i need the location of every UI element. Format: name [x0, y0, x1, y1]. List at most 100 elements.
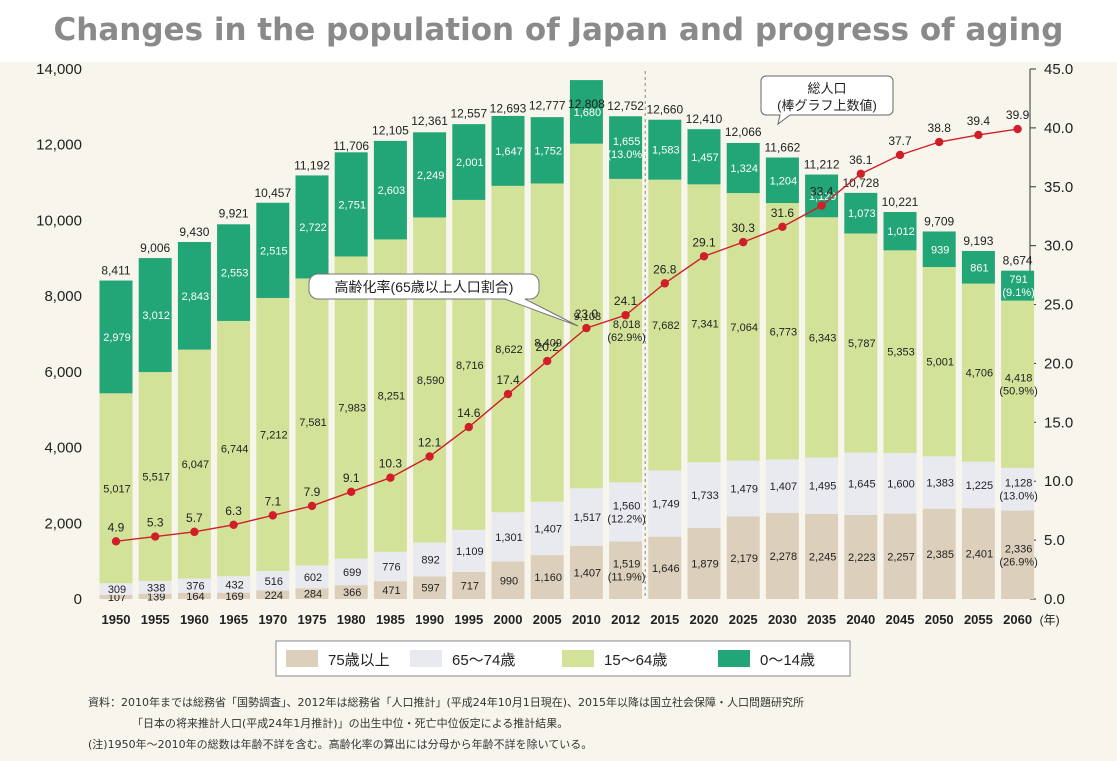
chart-title: Changes in the population of Japan and p… [53, 12, 1064, 48]
aging-rate-label: 5.3 [147, 516, 164, 530]
aging-rate-label: 31.6 [771, 206, 795, 220]
bar-segment [805, 457, 839, 515]
bar-segment-label: 516 [265, 576, 283, 588]
bar-segment [413, 576, 447, 599]
bar-segment-label: 2,278 [770, 551, 798, 563]
bar-total-label: 12,557 [450, 107, 487, 121]
bar-segment-label: 1,560 (12.2%) [607, 500, 646, 525]
bar-segment-label: 164 [186, 591, 204, 603]
total-callout-line1: 総人口 [807, 81, 846, 96]
bar-segment [609, 482, 643, 542]
bar-segment-label: 2,249 [417, 170, 445, 182]
bar-segment-label: 6,343 [809, 332, 837, 344]
bar-segment [138, 258, 172, 373]
x-tick-label: 1950 [102, 612, 131, 627]
x-tick-label: 2035 [807, 612, 836, 627]
bar-total-label: 12,660 [646, 103, 683, 117]
bar-total-label: 11,212 [804, 158, 840, 172]
legend-swatch [562, 650, 594, 667]
bar-segment [569, 545, 603, 599]
bar-segment [452, 529, 486, 572]
bar-segment-label: 1,517 [574, 512, 602, 524]
bar-segment-label: 1,160 [534, 572, 562, 584]
y-right-tick-label: 0.0 [1044, 591, 1065, 608]
bar-segment [726, 460, 760, 517]
bar-segment [805, 514, 839, 599]
bar-segment-label: 7,983 [338, 403, 366, 415]
aging-rate-label: 17.4 [496, 373, 520, 387]
x-tick-label: 1985 [376, 612, 405, 627]
bar-total-label: 10,221 [882, 195, 919, 209]
aging-rate-point [190, 527, 199, 537]
bar-segment [334, 152, 368, 257]
bar-segment [295, 588, 329, 599]
bar-segment-label: 7,212 [260, 429, 288, 441]
bar-segment-label: 1,752 [534, 145, 562, 157]
aging-rate-point [307, 501, 317, 511]
bar-segment-label: 1,225 [966, 480, 994, 492]
x-tick-label: 2055 [964, 612, 993, 627]
bar-segment [413, 217, 447, 543]
bar-segment-label: 2,336 (26.9%) [999, 543, 1038, 568]
aging-rate-point [699, 252, 709, 261]
y-right-tick-label: 45.0 [1044, 61, 1073, 78]
bar-segment [648, 119, 682, 180]
x-tick-label: 2040 [846, 612, 875, 627]
aging-rate-point [543, 356, 552, 366]
bar-segment [883, 250, 917, 453]
bar-total-label: 12,752 [607, 99, 644, 113]
bar-segment [177, 349, 211, 579]
aging-rate-point [817, 201, 826, 210]
note-line-2: 「日本の将来推計人口(平成24年1月推計)」の出生中位・死亡中位仮定による推計結… [132, 717, 569, 730]
bar-segment-label: 791 (9.1%) [1002, 274, 1034, 299]
bar-segment-label: 2,245 [809, 552, 837, 564]
bar-total-label: 11,706 [333, 139, 369, 153]
aging-rate-label: 23.0 [575, 307, 599, 321]
bar-segment [922, 456, 956, 509]
bar-segment-label: 1,680 [574, 107, 602, 119]
bar-segment-label: 597 [421, 583, 439, 595]
bar-segment-label: 717 [461, 580, 479, 592]
bar-segment [1001, 510, 1035, 599]
bar-segment-label: 5,001 [926, 357, 954, 369]
bar-segment [648, 536, 682, 599]
x-tick-label: 2050 [925, 612, 954, 627]
x-tick-label: 2010 [572, 612, 601, 627]
bar-segment-label: 8,716 [456, 360, 484, 372]
bar-segment-label: 6,047 [182, 459, 210, 471]
legend-swatch [286, 650, 318, 667]
total-callout-line2: (棒グラフ上数値) [777, 98, 877, 113]
aging-callout-box [308, 273, 579, 327]
bar-segment-label: 2,179 [730, 553, 758, 565]
aging-rate-point [778, 222, 787, 232]
bar-total-label: 12,410 [686, 112, 723, 126]
aging-rate-label: 10.3 [379, 457, 403, 471]
bar-segment [922, 231, 956, 268]
aging-rate-label: 24.1 [614, 294, 638, 308]
bar-segment-label: 1,109 [456, 546, 484, 558]
bar-segment-label: 1,383 [926, 478, 954, 490]
aging-callout-text: 高齢化率(65歳以上人口割合) [335, 279, 514, 295]
bar-segment [138, 593, 172, 599]
bar-segment-label: 1,879 [691, 558, 719, 570]
aging-rate-point [935, 137, 944, 147]
bar-segment-label: 376 [186, 581, 204, 593]
y-right-tick-label: 10.0 [1044, 473, 1073, 490]
bar-segment-label: 1,583 [652, 145, 680, 157]
bar-segment [373, 581, 407, 599]
bar-total-label: 9,006 [140, 241, 170, 255]
bar-segment [217, 224, 251, 321]
bar-segment-label: 5,017 [103, 483, 131, 495]
aging-rate-point [582, 323, 591, 333]
bar-segment [687, 462, 721, 528]
bar-segment [1001, 270, 1035, 301]
aging-rate-label: 7.9 [304, 485, 321, 499]
bar-segment-label: 7,581 [299, 417, 327, 429]
bar-total-label: 12,693 [490, 101, 527, 115]
bar-segment-label: 3,012 [142, 310, 170, 322]
bar-segment-label: 2,223 [848, 552, 876, 564]
bar-segment [569, 143, 603, 489]
bar-segment [569, 488, 603, 546]
aging-rate-point [621, 310, 630, 320]
bar-segment [295, 565, 329, 589]
